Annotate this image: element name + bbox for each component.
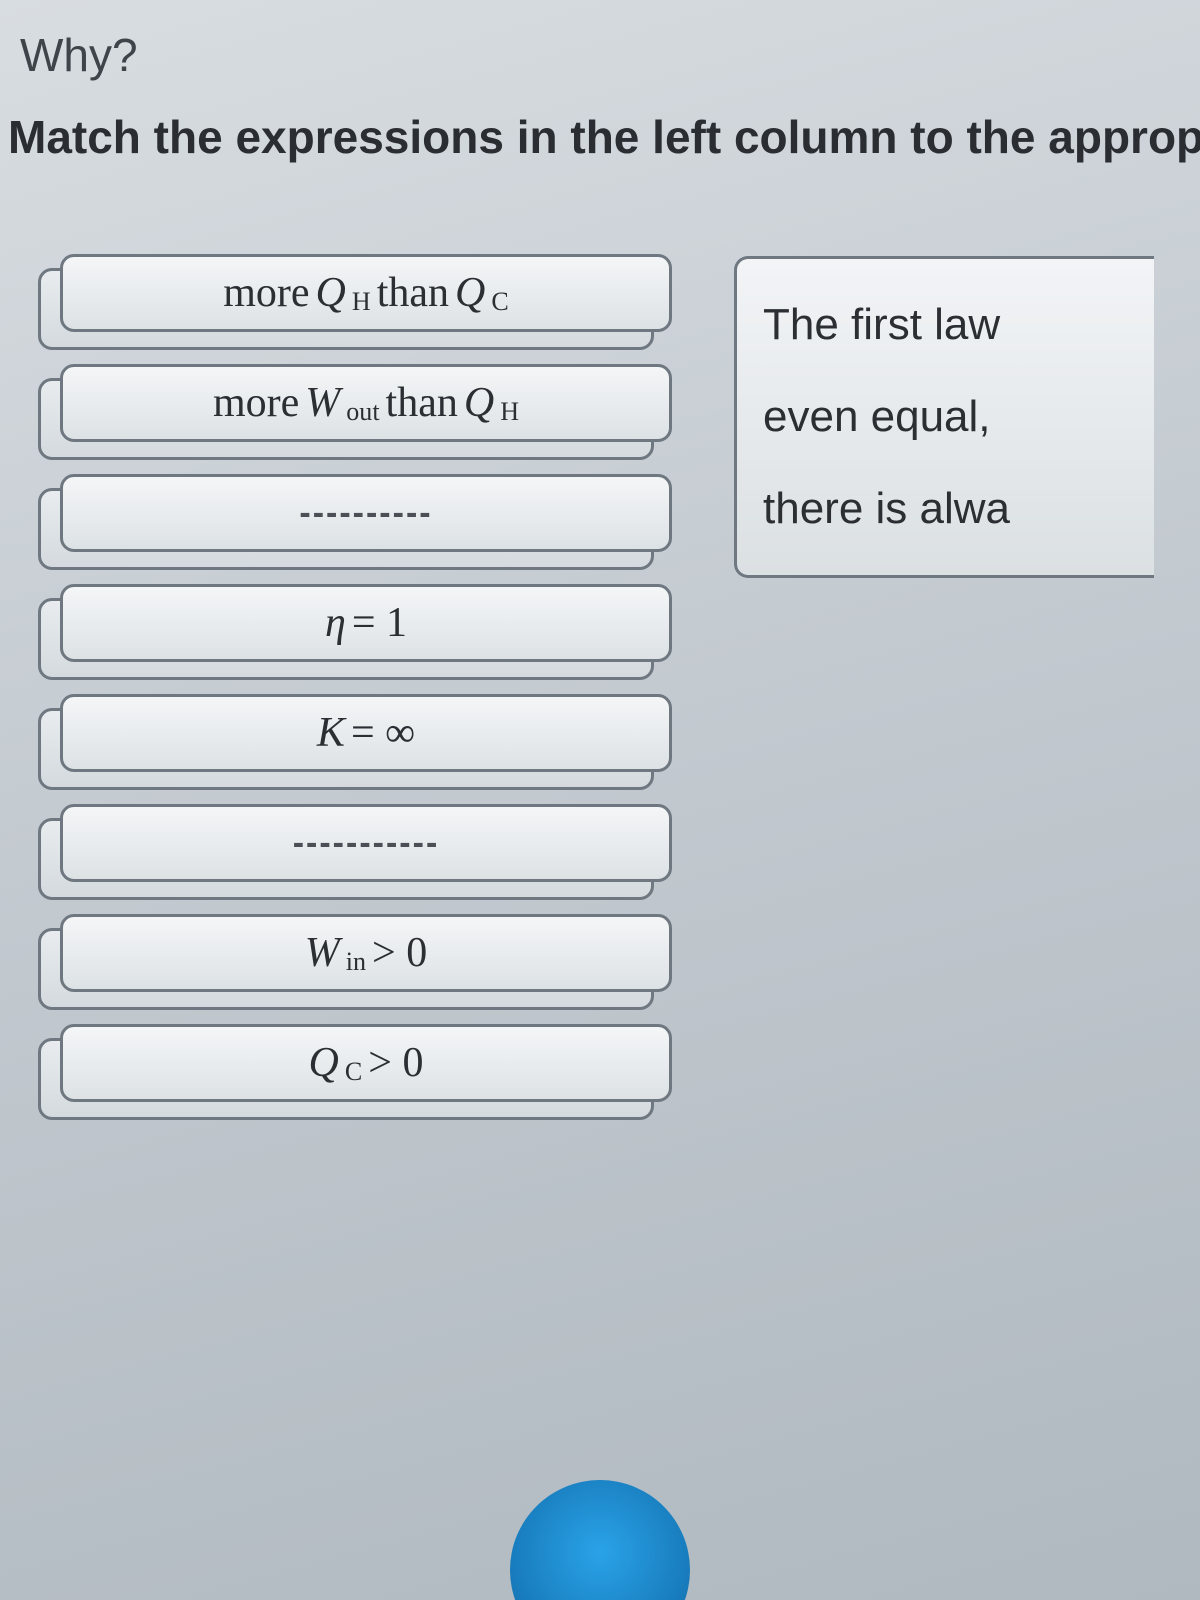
draggable-tile-blank-1[interactable]: ---------- bbox=[60, 474, 672, 552]
tile-label: more Wout than QH bbox=[213, 379, 519, 427]
tile-placeholder-dashes: ---------- bbox=[299, 494, 432, 533]
tile-stack: Win > 0 bbox=[38, 914, 670, 1010]
tile-placeholder-dashes: ----------- bbox=[293, 824, 440, 863]
left-column: more QH than QC more Wout than QH --------… bbox=[38, 254, 670, 1120]
tile-stack: K = ∞ bbox=[38, 694, 670, 790]
draggable-tile-eta-eq-1[interactable]: η = 1 bbox=[60, 584, 672, 662]
tile-label: more QH than QC bbox=[223, 269, 508, 317]
tile-stack: ----------- bbox=[38, 804, 670, 900]
tile-stack: more Wout than QH bbox=[38, 364, 670, 460]
draggable-tile-blank-2[interactable]: ----------- bbox=[60, 804, 672, 882]
matching-area: more QH than QC more Wout than QH --------… bbox=[12, 254, 1200, 1120]
draggable-tile-win-gt-0[interactable]: Win > 0 bbox=[60, 914, 672, 992]
draggable-tile-more-wout-than-qh[interactable]: more Wout than QH bbox=[60, 364, 672, 442]
drop-target-line[interactable]: The first law bbox=[763, 279, 1154, 371]
accent-blob bbox=[510, 1480, 690, 1600]
tile-label: Win > 0 bbox=[305, 929, 427, 977]
tile-stack: ---------- bbox=[38, 474, 670, 570]
tile-label: QC > 0 bbox=[309, 1039, 424, 1087]
question-page: Why? Match the expressions in the left c… bbox=[0, 0, 1200, 1600]
draggable-tile-k-eq-inf[interactable]: K = ∞ bbox=[60, 694, 672, 772]
tile-label: η = 1 bbox=[325, 599, 407, 647]
tile-stack: more QH than QC bbox=[38, 254, 670, 350]
tile-label: K = ∞ bbox=[317, 709, 415, 757]
tile-stack: η = 1 bbox=[38, 584, 670, 680]
drop-target-line[interactable]: even equal, bbox=[763, 371, 1154, 463]
draggable-tile-qc-gt-0[interactable]: QC > 0 bbox=[60, 1024, 672, 1102]
instruction-text: Match the expressions in the left column… bbox=[8, 110, 1200, 164]
drop-target-line[interactable]: there is alwa bbox=[763, 463, 1154, 555]
drop-target-box[interactable]: The first laweven equal,there is alwa bbox=[734, 256, 1154, 578]
tile-stack: QC > 0 bbox=[38, 1024, 670, 1120]
why-label: Why? bbox=[20, 28, 1200, 82]
draggable-tile-more-qh-than-qc[interactable]: more QH than QC bbox=[60, 254, 672, 332]
